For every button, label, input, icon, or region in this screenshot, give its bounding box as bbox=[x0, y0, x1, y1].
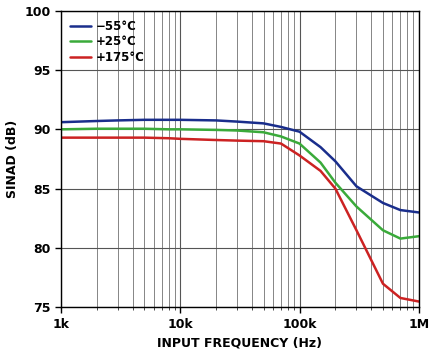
+25°C bbox=[141, 127, 147, 131]
+175°C bbox=[141, 136, 147, 140]
+25°C bbox=[332, 181, 337, 185]
+175°C bbox=[115, 136, 120, 140]
Legend: −55°C, +25°C, +175°C: −55°C, +25°C, +175°C bbox=[66, 16, 148, 67]
+175°C bbox=[166, 136, 171, 140]
−55°C bbox=[234, 120, 239, 124]
+175°C bbox=[260, 139, 266, 143]
+175°C bbox=[397, 296, 402, 300]
+175°C bbox=[58, 136, 63, 140]
−55°C bbox=[317, 145, 322, 149]
Line: −55°C: −55°C bbox=[61, 120, 418, 212]
+25°C bbox=[353, 204, 358, 209]
+175°C bbox=[379, 282, 385, 286]
+25°C bbox=[296, 141, 302, 146]
+175°C bbox=[415, 299, 421, 304]
−55°C bbox=[278, 125, 283, 129]
+25°C bbox=[260, 130, 266, 135]
−55°C bbox=[58, 120, 63, 124]
−55°C bbox=[332, 159, 337, 164]
−55°C bbox=[115, 118, 120, 122]
+25°C bbox=[415, 234, 421, 238]
−55°C bbox=[296, 130, 302, 134]
+175°C bbox=[332, 187, 337, 191]
+25°C bbox=[177, 127, 182, 131]
−55°C bbox=[353, 184, 358, 189]
+25°C bbox=[317, 160, 322, 165]
+25°C bbox=[397, 236, 402, 241]
+25°C bbox=[278, 134, 283, 138]
−55°C bbox=[177, 118, 182, 122]
+25°C bbox=[166, 127, 171, 131]
−55°C bbox=[379, 201, 385, 205]
Line: +25°C: +25°C bbox=[61, 129, 418, 239]
+25°C bbox=[213, 128, 218, 132]
+25°C bbox=[379, 228, 385, 233]
+175°C bbox=[296, 153, 302, 158]
Line: +175°C: +175°C bbox=[61, 138, 418, 301]
+25°C bbox=[94, 127, 99, 131]
−55°C bbox=[260, 121, 266, 126]
+175°C bbox=[213, 138, 218, 142]
−55°C bbox=[166, 118, 171, 122]
+175°C bbox=[94, 136, 99, 140]
−55°C bbox=[141, 118, 147, 122]
+175°C bbox=[234, 138, 239, 143]
−55°C bbox=[94, 119, 99, 123]
X-axis label: INPUT FREQUENCY (Hz): INPUT FREQUENCY (Hz) bbox=[157, 337, 322, 349]
Y-axis label: SINAD (dB): SINAD (dB) bbox=[6, 120, 19, 198]
+175°C bbox=[353, 228, 358, 233]
+175°C bbox=[177, 137, 182, 141]
−55°C bbox=[213, 118, 218, 122]
+175°C bbox=[278, 141, 283, 146]
−55°C bbox=[415, 210, 421, 214]
+25°C bbox=[234, 129, 239, 133]
+175°C bbox=[317, 169, 322, 173]
−55°C bbox=[397, 208, 402, 212]
+25°C bbox=[115, 127, 120, 131]
+25°C bbox=[58, 127, 63, 131]
